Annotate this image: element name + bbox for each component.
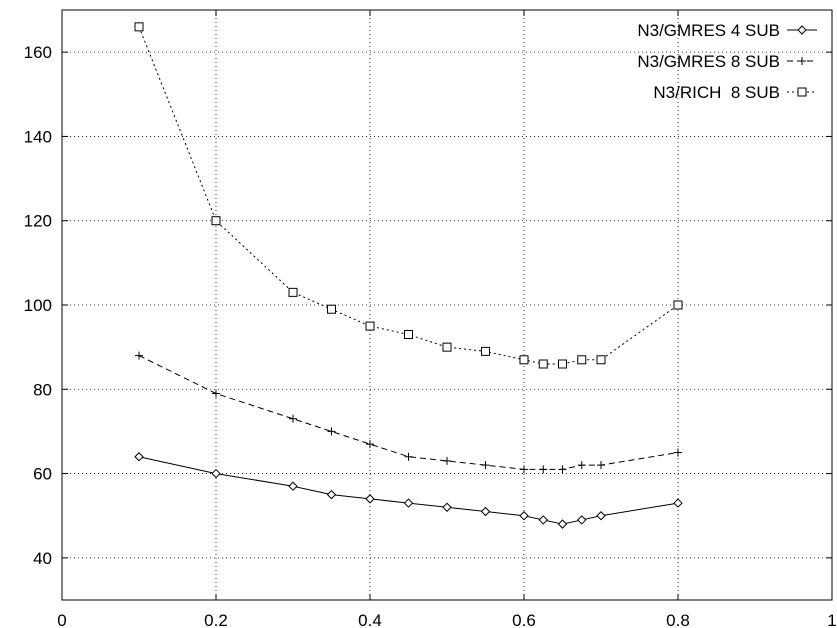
- plus-marker: [404, 452, 413, 461]
- plus-marker: [366, 440, 374, 449]
- square-marker: [558, 359, 567, 369]
- diamond-marker: [557, 519, 568, 529]
- square-marker: [481, 346, 490, 356]
- series-diamond: [134, 452, 683, 529]
- series-plus: [135, 351, 682, 474]
- square-marker: [288, 287, 298, 297]
- square-marker: [519, 355, 529, 365]
- diamond-marker: [673, 498, 683, 508]
- plus-marker: [443, 456, 451, 465]
- plus-marker: [674, 448, 682, 457]
- square-marker: [673, 300, 683, 310]
- plus-marker: [539, 465, 548, 474]
- x-tick-label: 0: [57, 611, 66, 628]
- diamond-marker: [797, 25, 807, 35]
- square-marker: [577, 355, 587, 365]
- diamond-marker: [403, 498, 414, 508]
- diamond-marker: [538, 515, 548, 525]
- x-tick-label: 0.2: [204, 611, 228, 628]
- plus-marker: [577, 461, 586, 470]
- plus-marker: [289, 414, 297, 423]
- grid-lines: [62, 10, 832, 600]
- square-marker: [797, 87, 807, 97]
- diamond-marker: [326, 489, 337, 500]
- square-marker: [442, 342, 452, 352]
- plus-marker: [212, 389, 220, 398]
- diamond-marker: [596, 511, 606, 521]
- x-tick-label: 1: [827, 611, 836, 628]
- plus-marker: [520, 465, 528, 474]
- square-marker: [211, 216, 221, 226]
- plus-marker: [135, 351, 143, 360]
- y-tick-label: 100: [24, 296, 52, 315]
- legend: N3/GMRES 4 SUB N3/GMRES 8 SUB N3/RICH 8 SU…: [637, 21, 817, 102]
- y-tick-label: 120: [24, 212, 52, 231]
- square-marker: [134, 22, 144, 32]
- square-marker: [404, 330, 413, 339]
- y-tick-label: 80: [33, 380, 52, 399]
- diamond-marker: [442, 502, 452, 512]
- diamond-marker: [577, 515, 587, 525]
- legend-label: N3/RICH 8 SUB: [653, 83, 780, 102]
- plus-marker: [481, 461, 490, 470]
- plus-marker: [327, 427, 336, 436]
- series-square: [134, 22, 683, 369]
- plus-marker: [597, 461, 605, 470]
- x-tick-label: 0.8: [666, 611, 690, 628]
- diamond-marker: [480, 506, 491, 517]
- series-line: [138, 456, 679, 525]
- square-marker: [596, 355, 606, 365]
- y-tick-label: 140: [24, 127, 52, 146]
- x-tick-label: 0.6: [512, 611, 536, 628]
- y-tick-label: 40: [33, 549, 52, 568]
- plus-marker: [798, 57, 806, 65]
- square-marker: [365, 321, 375, 331]
- x-tick-label: 0.4: [358, 611, 382, 628]
- legend-label: N3/GMRES 4 SUB: [637, 21, 780, 40]
- square-marker: [327, 304, 336, 314]
- series-line: [138, 26, 679, 365]
- diamond-marker: [365, 494, 375, 504]
- plus-marker: [558, 465, 567, 474]
- diamond-marker: [211, 468, 221, 479]
- diamond-marker: [134, 452, 144, 462]
- series-line: [138, 355, 679, 470]
- diamond-marker: [519, 511, 529, 521]
- diamond-marker: [288, 481, 298, 491]
- plot-series: [134, 22, 683, 529]
- square-marker: [538, 359, 548, 369]
- y-tick-label: 60: [33, 465, 52, 484]
- y-tick-label: 160: [24, 43, 52, 62]
- legend-label: N3/GMRES 8 SUB: [637, 52, 780, 71]
